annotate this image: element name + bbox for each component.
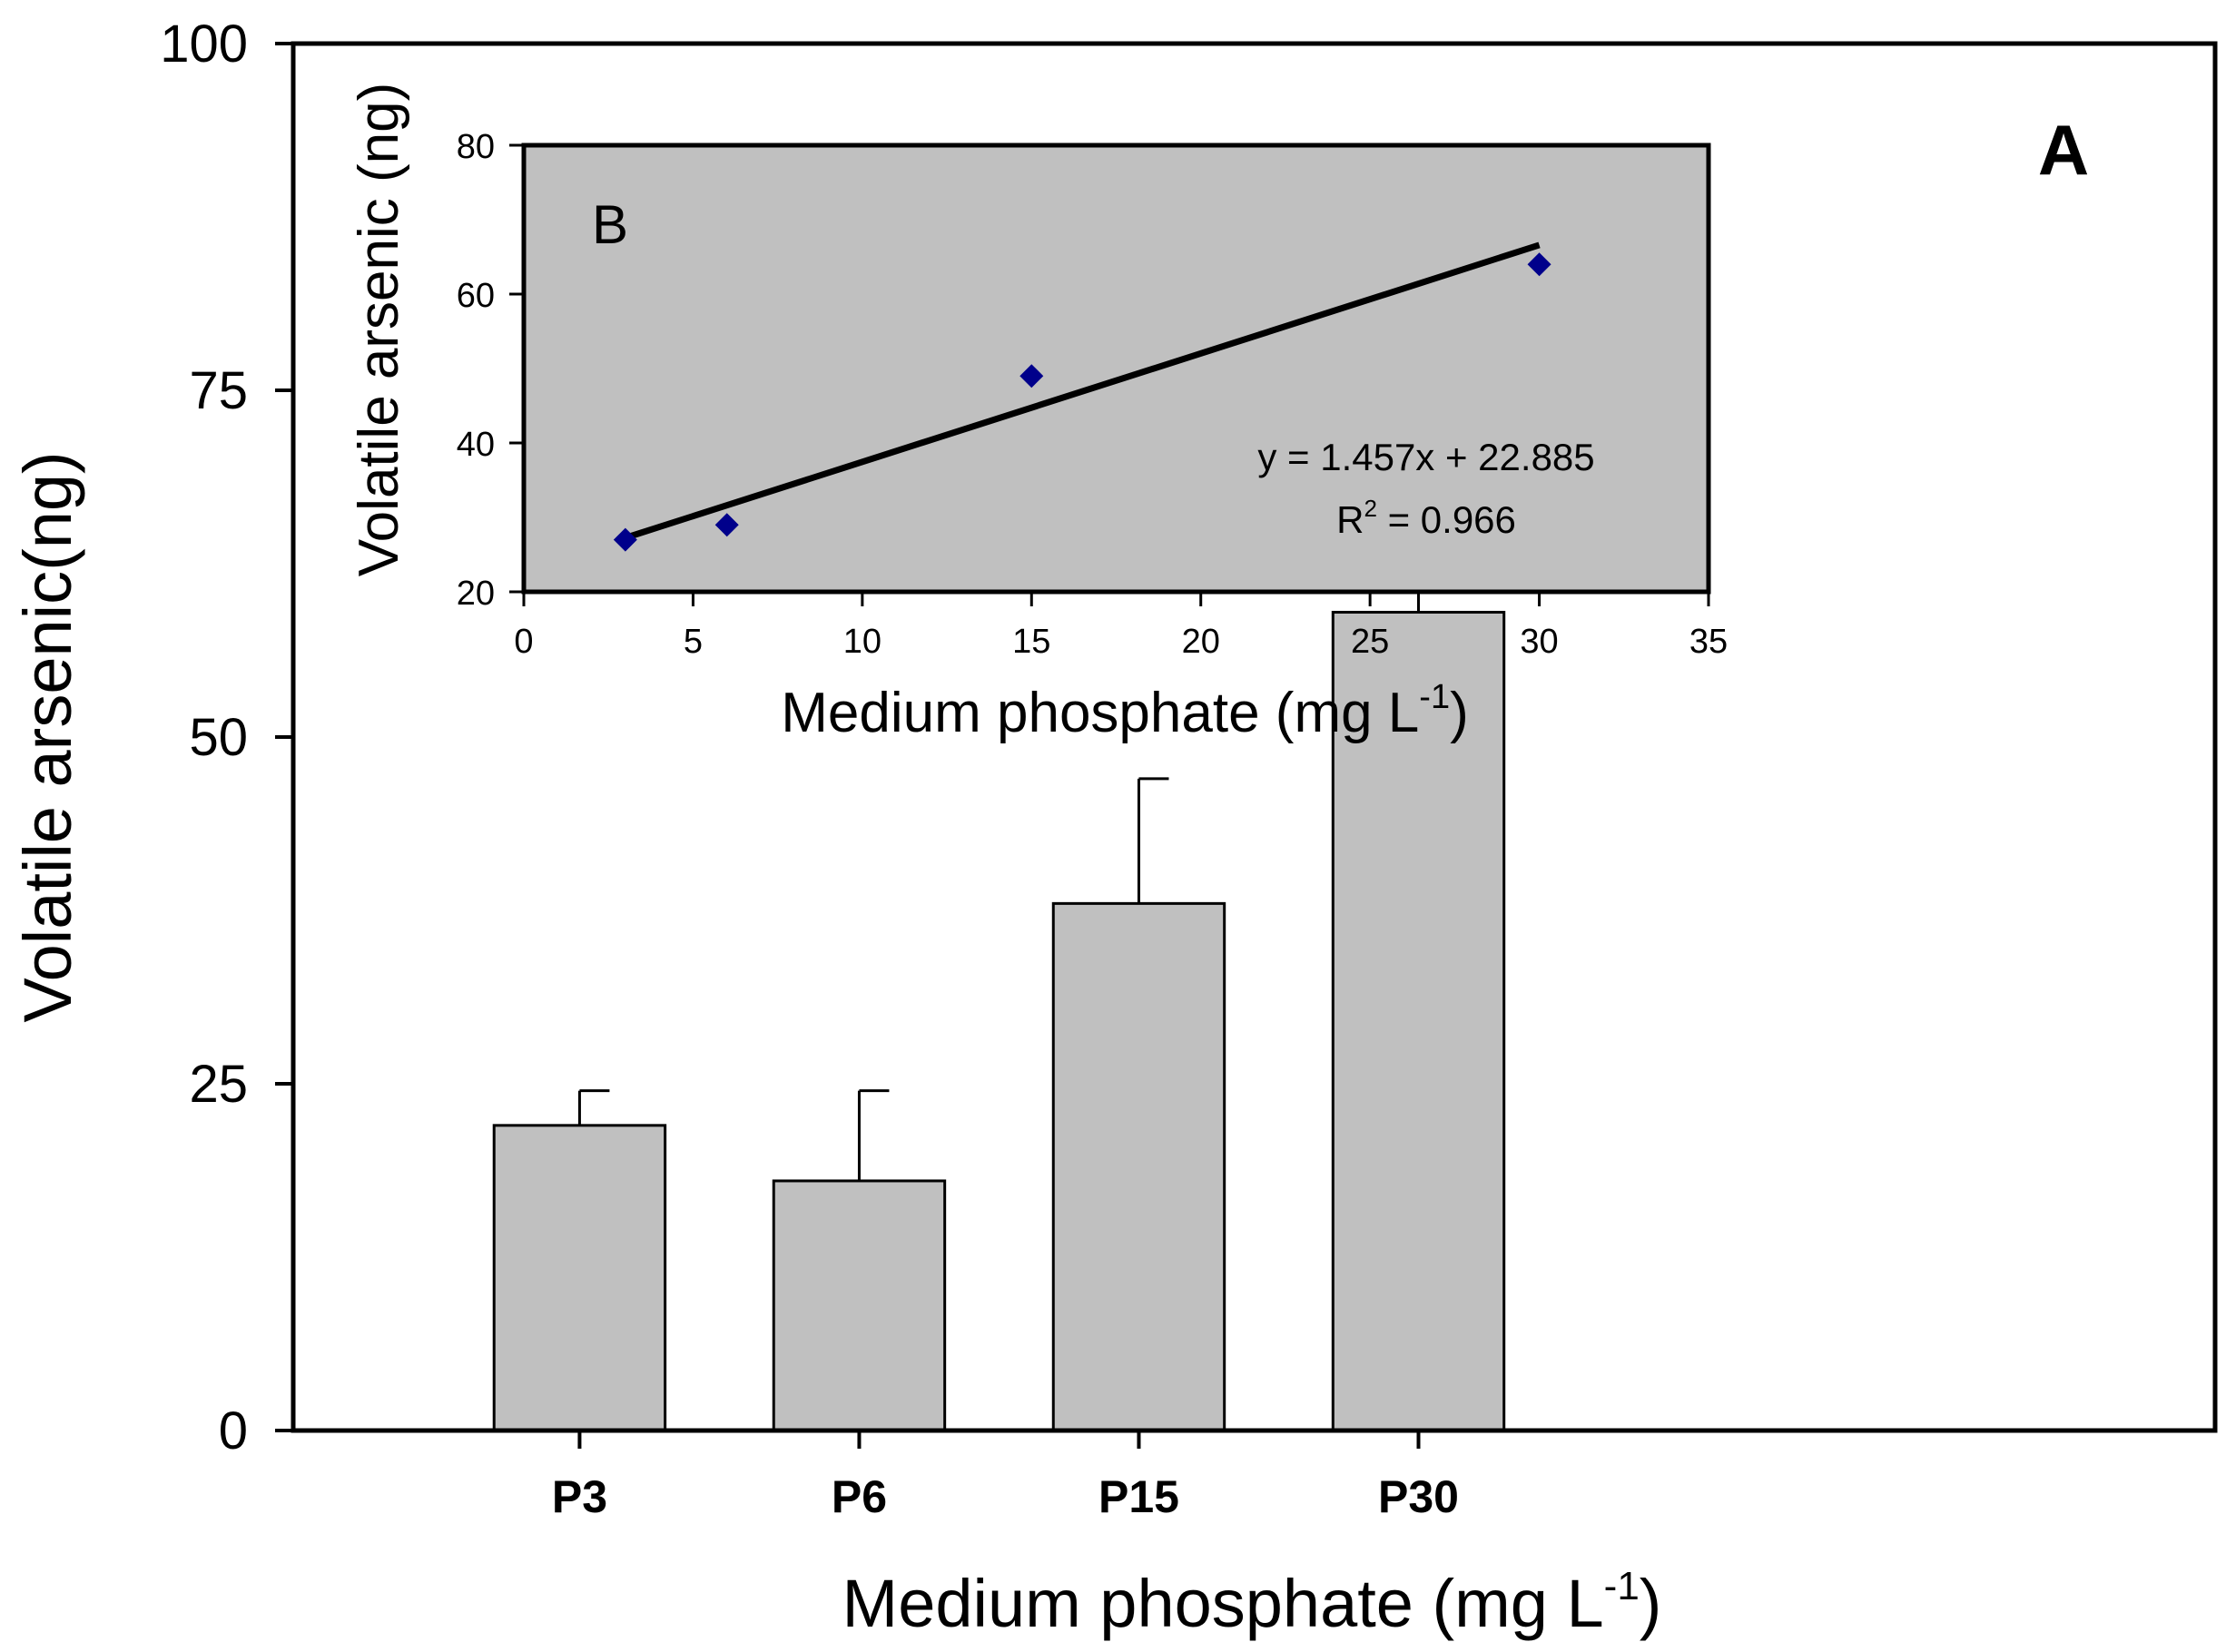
bar-p30 xyxy=(1331,610,1506,1432)
inset-x-tick-label: 25 xyxy=(1351,623,1389,661)
plot-frame-b xyxy=(521,143,1711,595)
inset-y-tick-label: 60 xyxy=(457,277,495,315)
inset-y-tick-label: 20 xyxy=(457,575,495,613)
scatter-chart-b: 20 40 60 80 0 5 10 15 20 25 30 35 B y = 1.457x + 2… xyxy=(348,83,1728,744)
data-point xyxy=(1019,364,1044,388)
bars xyxy=(492,610,1506,1432)
inset-x-tick-label: 10 xyxy=(843,623,882,661)
regression-line xyxy=(624,241,1541,541)
inset-x-tick-label: 15 xyxy=(1012,623,1050,661)
y-tick-label: 100 xyxy=(160,15,248,74)
y-tick-label: 75 xyxy=(189,361,248,420)
y-tick-label: 25 xyxy=(189,1055,248,1114)
inset-y-tick-label: 80 xyxy=(457,128,495,166)
bar-p6 xyxy=(772,1179,947,1432)
data-point xyxy=(1527,252,1551,277)
panel-label-a: A xyxy=(2038,110,2089,190)
bar-p15 xyxy=(1051,901,1226,1432)
y-axis-ticks: 0 25 50 75 100 xyxy=(160,15,293,1460)
inset-x-tick-label: 20 xyxy=(1182,623,1220,661)
panel-label-b: B xyxy=(592,194,628,255)
inset-x-axis-ticks: 0 5 10 15 20 25 30 35 xyxy=(514,592,1728,661)
y-tick-label: 50 xyxy=(189,708,248,767)
inset-x-tick-label: 35 xyxy=(1689,623,1728,661)
x-tick-label: P15 xyxy=(1098,1471,1179,1522)
y-axis-label-b: Volatile arsenic (ng) xyxy=(348,83,410,577)
inset-x-tick-label: 30 xyxy=(1520,623,1558,661)
x-axis-label-a: Medium phosphate (mg L-1) xyxy=(842,1564,1662,1641)
inset-y-axis-ticks: 20 40 60 80 xyxy=(457,128,524,613)
r-squared-label: R2 = 0.966 xyxy=(1336,495,1516,541)
x-axis-ticks: P3 P6 P15 P30 xyxy=(552,1431,1459,1522)
regression-equation: y = 1.457x + 22.885 xyxy=(1257,436,1594,478)
x-tick-label: P3 xyxy=(552,1471,607,1522)
data-point xyxy=(613,527,637,552)
inset-background xyxy=(524,145,1709,592)
bar-p3 xyxy=(492,1124,667,1432)
y-tick-label: 0 xyxy=(219,1401,248,1460)
x-tick-label: P30 xyxy=(1378,1471,1459,1522)
x-axis-label-b: Medium phosphate (mg L-1) xyxy=(781,678,1469,744)
inset-y-tick-label: 40 xyxy=(457,426,495,464)
x-tick-label: P6 xyxy=(832,1471,887,1522)
data-points xyxy=(613,252,1551,552)
inset-x-tick-label: 5 xyxy=(684,623,703,661)
data-point xyxy=(714,513,739,537)
inset-x-tick-label: 0 xyxy=(514,623,533,661)
y-axis-label-a: Volatile arsenic(ng) xyxy=(10,451,85,1022)
